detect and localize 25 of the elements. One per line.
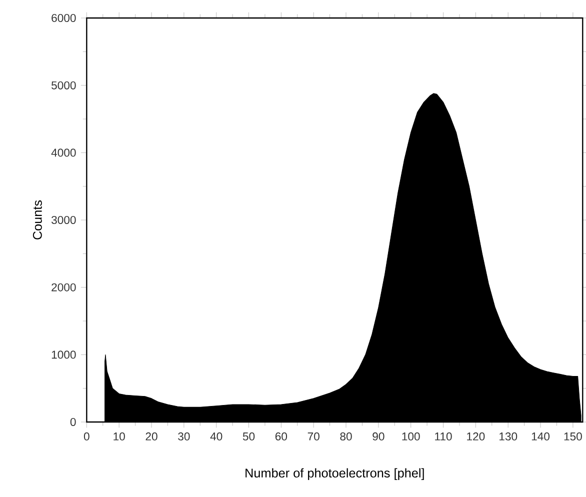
x-tick-label: 130	[500, 432, 518, 441]
y-tick-label: 5000	[52, 82, 76, 90]
y-tick-label: 1000	[52, 350, 76, 359]
x-tick-label: 0	[84, 432, 90, 441]
x-tick-label: 20	[146, 432, 158, 441]
x-tick-label: 60	[275, 432, 288, 441]
x-tick-label: 70	[308, 432, 320, 441]
x-tick-label: 90	[372, 432, 384, 441]
x-tick-label: 100	[402, 432, 420, 441]
x-tick-label: 110	[435, 432, 452, 441]
y-tick-label: 0	[70, 418, 76, 426]
x-tick-label: 50	[242, 432, 255, 441]
x-tick-label: 120	[467, 432, 485, 441]
x-tick-label: 150	[564, 432, 582, 441]
x-axis-title: Number of photoelectrons [phel]	[246, 468, 424, 480]
x-tick-label: 10	[114, 432, 125, 441]
x-tick-label: 80	[340, 432, 352, 441]
x-tick-label: 40	[210, 432, 222, 441]
y-tick-label: 4000	[51, 148, 76, 157]
x-tick-label: 30	[178, 432, 190, 441]
x-tick-label: 140	[532, 432, 550, 441]
y-axis-title: Counts	[32, 200, 42, 240]
y-tick-label: 6000	[52, 14, 76, 22]
y-tick-label: 3000	[51, 216, 76, 224]
y-tick-label: 2000	[52, 284, 76, 292]
